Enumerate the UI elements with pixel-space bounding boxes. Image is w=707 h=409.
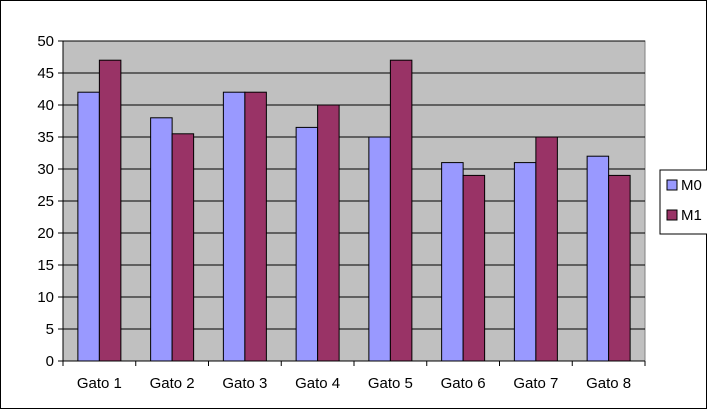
x-tick-labels: Gato 1 Gato 2 Gato 3 Gato 4 Gato 5 Gato 6 Gato… bbox=[77, 375, 631, 392]
x-tick-label: Gato 6 bbox=[441, 375, 486, 392]
bar-m0-7 bbox=[513, 162, 537, 362]
bar-m0-6 bbox=[441, 162, 464, 362]
y-tick-label: 20 bbox=[37, 225, 54, 242]
x-tick-label: Gato 2 bbox=[150, 375, 195, 392]
bar-m1-7 bbox=[535, 136, 558, 362]
bar-m0-1 bbox=[77, 91, 100, 362]
x-tick-label: Gato 3 bbox=[222, 375, 267, 392]
bar-m0-5 bbox=[368, 136, 391, 362]
y-tick-label: 0 bbox=[46, 353, 54, 370]
x-tick-label: Gato 5 bbox=[368, 375, 413, 392]
legend: M0 M1 bbox=[659, 169, 707, 235]
bar-m0-8 bbox=[586, 155, 610, 362]
y-tick-label: 35 bbox=[37, 129, 54, 146]
bar-m1-6 bbox=[462, 174, 486, 362]
y-tick-label: 40 bbox=[37, 97, 54, 114]
legend-swatch-m1 bbox=[666, 209, 678, 221]
x-tick-label: Gato 8 bbox=[586, 375, 631, 392]
axes bbox=[58, 40, 646, 366]
bar-m1-8 bbox=[608, 174, 631, 362]
bar-m1-1 bbox=[98, 59, 122, 362]
y-tick-label: 50 bbox=[37, 33, 54, 50]
bar-m0-4 bbox=[295, 126, 319, 362]
x-tick-label: Gato 7 bbox=[513, 375, 558, 392]
bar-m1-3 bbox=[244, 91, 267, 362]
bar-m0-2 bbox=[150, 117, 173, 362]
legend-label-m0: M0 bbox=[681, 177, 702, 194]
y-tick-label: 25 bbox=[37, 193, 54, 210]
y-tick-labels: 0 5 10 15 20 25 30 35 40 45 50 bbox=[37, 33, 54, 370]
y-tick-label: 45 bbox=[37, 65, 54, 82]
x-tick-label: Gato 1 bbox=[77, 375, 122, 392]
x-tick-label: Gato 4 bbox=[295, 375, 340, 392]
y-tick-label: 10 bbox=[37, 289, 54, 306]
bar-m0-3 bbox=[222, 91, 246, 362]
legend-swatch-m0 bbox=[666, 179, 678, 191]
y-tick-label: 30 bbox=[37, 161, 54, 178]
bar-m1-5 bbox=[389, 59, 413, 362]
bar-m1-2 bbox=[171, 133, 195, 362]
bars bbox=[77, 59, 631, 362]
legend-label-m1: M1 bbox=[681, 207, 702, 224]
y-tick-label: 5 bbox=[46, 321, 54, 338]
y-tick-label: 15 bbox=[37, 257, 54, 274]
bar-m1-4 bbox=[317, 104, 340, 362]
